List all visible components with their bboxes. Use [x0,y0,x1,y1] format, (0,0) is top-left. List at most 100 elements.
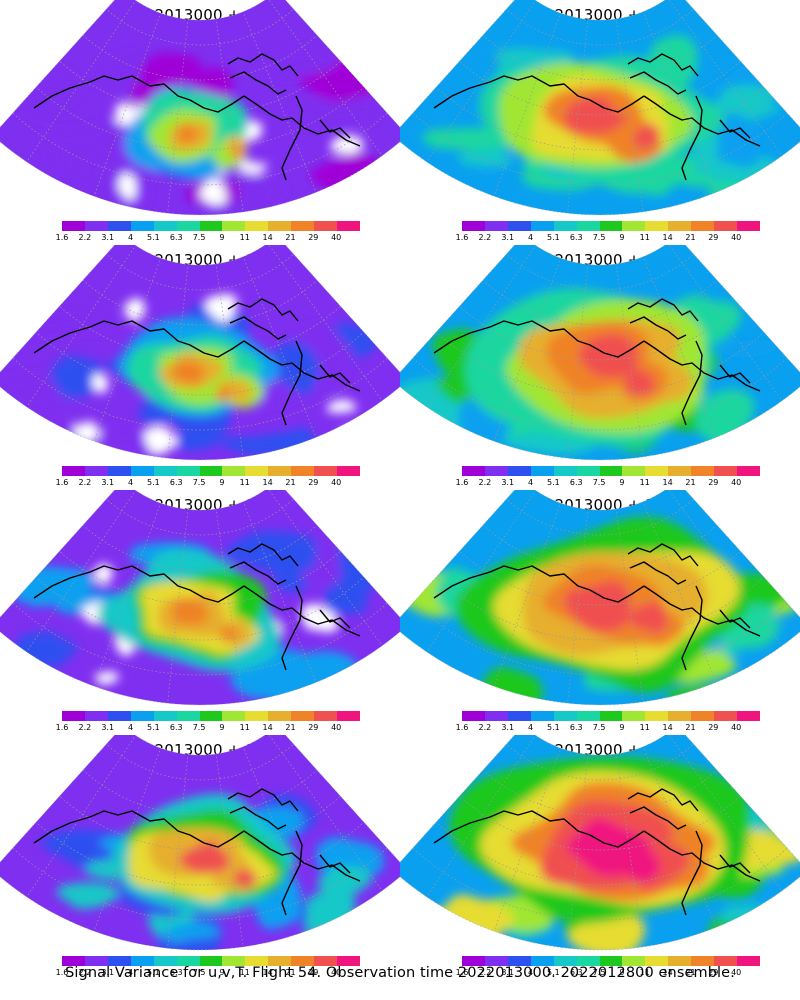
colorbar-segment [222,956,246,966]
colorbar-tick-label: 11 [639,968,650,977]
colorbar-tick-label: 5.1 [147,968,160,977]
colorbar-segment [291,466,315,476]
colorbar-tick-label: 9 [619,478,625,487]
colorbar-segment [176,711,200,721]
colorbar-segment [107,711,131,721]
colorbar-tick-label: 11 [639,233,650,242]
colorbar-segment [553,956,577,966]
colorbar-tick-label: 21 [285,233,296,242]
colorbar-segment [222,711,246,721]
colorbar-tick-label: 5.1 [147,233,160,242]
map-panel: 2022013000 + 48h 1.6 2.2 3.1 4 5.1 6.3 7.5 9 11 14… [400,0,800,245]
colorbar-tick-label: 7.5 [192,968,206,977]
colorbar-tick-label: 2.2 [478,233,492,242]
colorbar [62,221,360,231]
colorbar-tick-label: 3.1 [101,968,115,977]
colorbar-segment [62,956,85,966]
colorbar-tick-label: 21 [285,968,296,977]
colorbar-segment [337,221,360,231]
colorbar-segment [245,711,269,721]
colorbar-tick-label: 9 [619,723,625,732]
colorbar-segment [645,466,669,476]
colorbar-tick-label: 2.2 [478,478,492,487]
colorbar-tick-label: 40 [331,233,342,242]
colorbar-tick-label: 11 [239,968,250,977]
colorbar-segment [107,466,131,476]
colorbar-tick-label: 11 [639,723,650,732]
colorbar-tick-label: 21 [285,478,296,487]
colorbar-tick-label: 29 [308,233,319,242]
colorbar-segment [668,711,692,721]
colorbar-segment [245,956,269,966]
colorbar-tick-label: 29 [708,968,719,977]
colorbar-tick-label: 6.3 [169,723,183,732]
colorbar-segment [484,466,508,476]
colorbar-tick-label: 11 [239,233,250,242]
colorbar-labels: 1.6 2.2 3.1 4 5.1 6.3 7.5 9 11 14 21 29 40 [456,968,760,980]
colorbar-segment [553,221,577,231]
colorbar-segment [337,466,360,476]
colorbar-segment [62,466,85,476]
colorbar [462,956,760,966]
colorbar-segment [576,956,600,966]
colorbar-tick-label: 6.3 [569,968,583,977]
colorbar-segment [530,466,554,476]
variance-map [0,0,400,216]
colorbar-segment [62,221,85,231]
colorbar-segment [599,221,623,231]
colorbar-tick-label: 21 [685,233,696,242]
colorbar-tick-label: 2.2 [78,233,92,242]
colorbar-segment [130,956,154,966]
colorbar-segment [199,221,223,231]
variance-map [400,0,800,216]
colorbar-segment [507,221,531,231]
colorbar-segment [153,221,177,231]
figure-caption: Signal Variance for u,v,T. Flight 54. Ob… [65,965,735,981]
colorbar [62,711,360,721]
colorbar-tick-label: 2.2 [78,968,92,977]
colorbar-segment [553,466,577,476]
colorbar-segment [462,956,485,966]
colorbar-segment [199,956,223,966]
colorbar-segment [691,711,715,721]
colorbar-tick-label: 1.6 [55,478,69,487]
colorbar-segment [268,466,292,476]
colorbar-tick-label: 4 [127,968,134,977]
map-panel: 2022013000 + 12h 1.6 2.2 3.1 4 5.1 6.3 7.5 9 11 14… [0,245,400,490]
colorbar-tick-label: 29 [708,723,719,732]
colorbar-tick-label: 21 [685,478,696,487]
colorbar-segment [645,221,669,231]
colorbar-segment [645,711,669,721]
colorbar-segment [84,711,108,721]
colorbar-segment [314,956,338,966]
colorbar-tick-label: 1.6 [55,968,69,977]
map-panel: 2022013000 + 00h 1.6 2.2 3.1 4 5.1 6.3 7.5 9 11 14… [0,0,400,245]
colorbar-tick-label: 6.3 [569,723,583,732]
colorbar-segment [176,956,200,966]
colorbar-tick-label: 3.1 [101,478,115,487]
colorbar-segment [291,221,315,231]
colorbar-segment [576,711,600,721]
colorbar-tick-label: 14 [262,478,273,487]
colorbar-tick-label: 4 [127,478,134,487]
colorbar-segment [268,221,292,231]
colorbar-segment [622,956,646,966]
colorbar-tick-label: 11 [639,478,650,487]
colorbar-segment [153,466,177,476]
colorbar-tick-label: 7.5 [192,723,206,732]
colorbar-segment [130,221,154,231]
colorbar-segment [462,466,485,476]
colorbar-tick-label: 1.6 [455,478,469,487]
colorbar-tick-label: 11 [239,478,250,487]
colorbar-labels: 1.6 2.2 3.1 4 5.1 6.3 7.5 9 11 14 21 29 40 [56,478,360,490]
colorbar-segment [462,221,485,231]
colorbar-tick-label: 1.6 [55,233,69,242]
colorbar-segment [622,221,646,231]
colorbar-tick-label: 6.3 [169,233,183,242]
colorbar-segment [737,466,760,476]
colorbar-tick-label: 21 [685,723,696,732]
colorbar-tick-label: 4 [527,478,534,487]
colorbar-tick-label: 7.5 [192,478,206,487]
colorbar-segment [714,466,738,476]
colorbar-tick-label: 6.3 [169,478,183,487]
